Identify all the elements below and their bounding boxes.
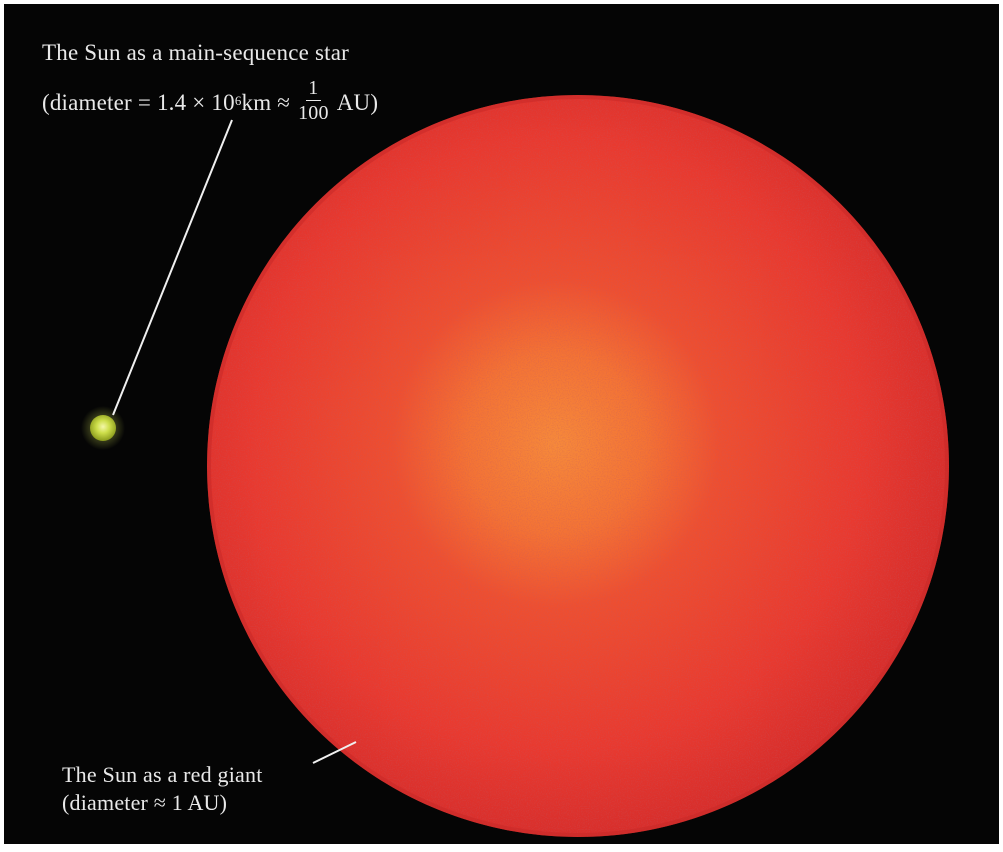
fraction: 1 100 xyxy=(298,78,329,123)
main-sequence-diameter: (diameter = 1.4 × 10 6 km ≈ 1 100 AU) xyxy=(42,78,379,125)
main-sequence-label: The Sun as a main-sequence star xyxy=(42,40,350,65)
red-giant-limb xyxy=(207,95,949,837)
red-giant-diameter: (diameter ≈ 1 AU) xyxy=(62,790,228,815)
main-sequence-diameter-unit: AU) xyxy=(336,89,379,115)
main-sequence-diameter-text: (diameter = 1.4 × 10 xyxy=(42,89,235,115)
main-sequence-leader-line xyxy=(112,119,233,416)
main-sequence-sun xyxy=(90,415,116,441)
red-giant-texture xyxy=(207,95,949,837)
red-giant-leader-line xyxy=(312,741,357,764)
sun-size-comparison-illustration xyxy=(81,95,949,837)
fraction-denominator: 100 xyxy=(298,102,329,124)
main-sequence-diameter-km: km ≈ xyxy=(241,89,291,115)
diameter-exponent: 6 xyxy=(234,92,242,108)
fraction-numerator: 1 xyxy=(306,77,321,101)
diagram-frame: The Sun as a main-sequence star (diamete… xyxy=(4,4,999,844)
red-giant-label: The Sun as a red giant xyxy=(62,762,263,787)
